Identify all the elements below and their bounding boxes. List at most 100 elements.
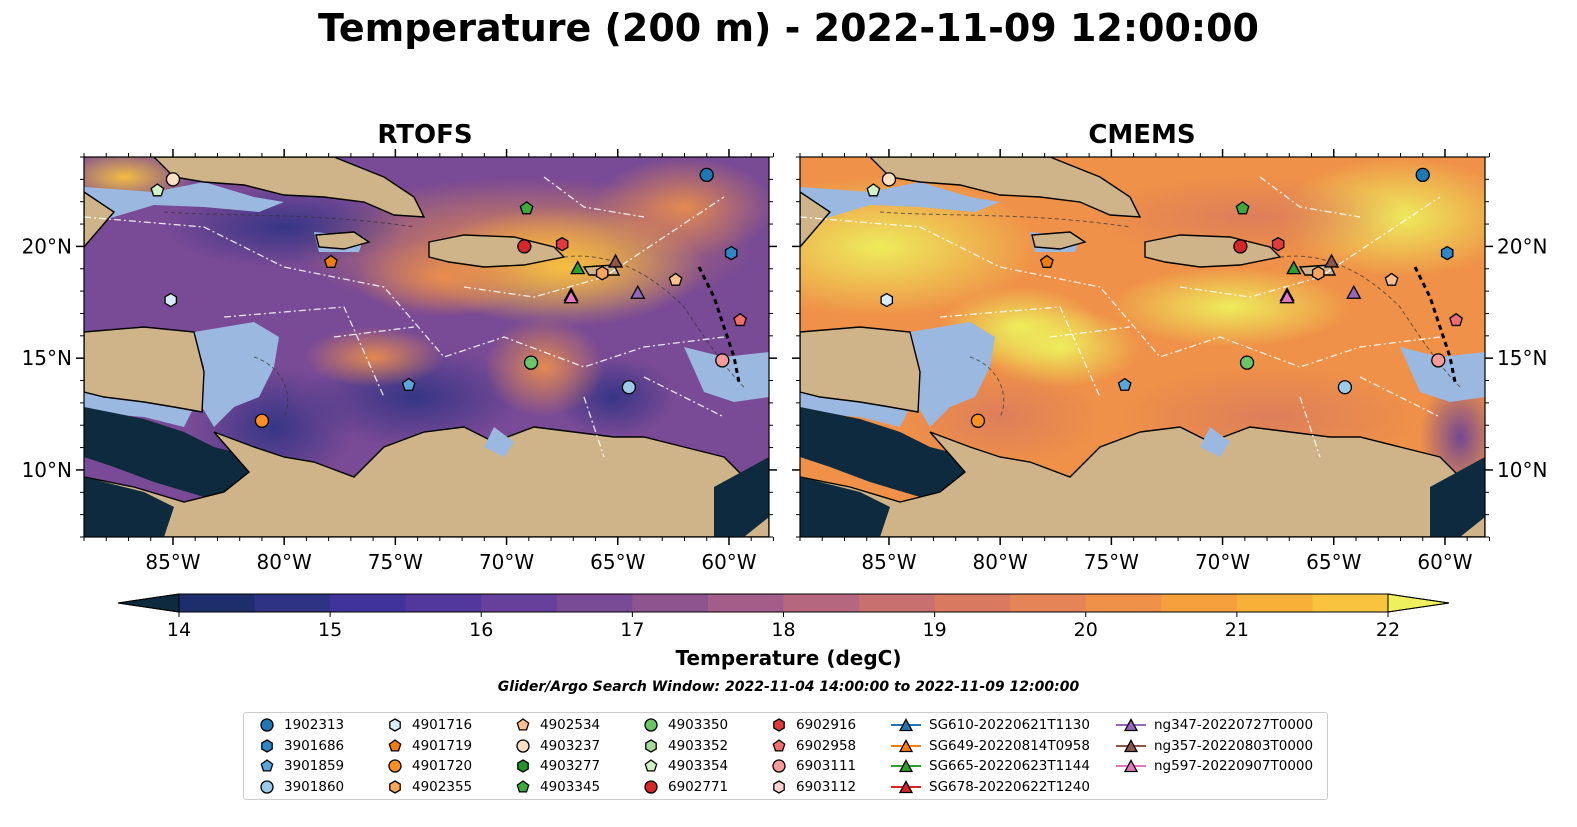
panel-title-cmems: CMEMS [1088, 120, 1196, 150]
land-south-america [84, 426, 769, 537]
land-cuba [153, 157, 426, 218]
panel-title-rtofs: RTOFS [377, 120, 473, 150]
legend-label: 4902534 [540, 717, 601, 733]
legend-label: SG665-20220623T1144 [929, 758, 1090, 774]
lon-label: 80°W [257, 550, 312, 574]
colorbar-band [632, 594, 709, 612]
legend-marker-circle-icon [772, 759, 786, 773]
float-marker-6902771 [517, 239, 532, 254]
legend-label: 3901860 [284, 778, 345, 795]
shelf-area [1400, 347, 1485, 402]
legend-pentagon-icon [260, 759, 274, 772]
tick-marks [76, 149, 777, 545]
float-marker-6903111 [1431, 353, 1446, 368]
float-marker-3901860 [1337, 380, 1353, 395]
legend-item: 3901686 [256, 737, 344, 755]
colorbar-label: Temperature (degC) [675, 646, 902, 670]
lon-label: 70°W [479, 550, 534, 574]
legend-marker-hexagon-icon [261, 738, 273, 753]
lon-label: 60°W [1417, 550, 1472, 574]
lat-tick-labels-left: 20°N 15°N 10°N [22, 234, 72, 482]
float-marker-4903354 [150, 183, 165, 197]
float-marker-SG665-20220623T1144 [570, 260, 586, 275]
colorbar-extend-low [117, 593, 180, 613]
legend-pentagon-icon [644, 759, 658, 772]
pacific-area [800, 407, 970, 497]
legend-marker-pentagon-icon [644, 759, 658, 772]
legend-circle-icon [644, 718, 658, 732]
colorbar-extend-high [1387, 593, 1450, 613]
float-marker-6902916 [1271, 236, 1285, 252]
lat-label-left: 20°N [22, 234, 72, 258]
legend-hexagon-icon [517, 759, 529, 773]
legend-item: 4903352 [640, 737, 728, 755]
legend-circle-icon [516, 738, 530, 753]
colorbar-tick-label: 21 [1225, 619, 1249, 641]
colorbar-band [1312, 594, 1389, 612]
legend-triangle-icon [898, 759, 914, 773]
legend-hexagon-icon [773, 779, 785, 794]
map-panel-rtofs [76, 149, 777, 545]
lon-label: 65°W [590, 550, 645, 574]
colorbar-band [1085, 594, 1162, 612]
legend-label: 4902355 [412, 778, 473, 795]
legend-marker-circle-icon [644, 779, 658, 794]
legend-marker-triangle-line-icon [891, 718, 921, 732]
legend-label: 4903350 [668, 717, 729, 733]
legend-marker-pentagon-icon [388, 738, 402, 751]
lon-label: 85°W [861, 550, 916, 574]
legend-pentagon-icon [772, 738, 786, 751]
lon-label: 65°W [1306, 550, 1361, 574]
legend-triangle-icon [898, 779, 914, 793]
lake-maracaibo [1200, 427, 1230, 457]
legend-item: 4901716 [384, 716, 472, 734]
colorbar-band [556, 594, 633, 612]
legend-label: 4903277 [540, 758, 601, 774]
colorbar-tick-label: 18 [771, 619, 795, 641]
colorbar-band [1161, 594, 1238, 612]
land-south-america [800, 426, 1485, 537]
float-marker-4903354 [866, 183, 881, 197]
legend-marker-pentagon-icon [516, 779, 530, 792]
float-marker-3901686 [1440, 245, 1454, 261]
land-central-america [84, 326, 205, 413]
float-marker-3901859 [401, 377, 416, 391]
colorbar-band [1010, 594, 1087, 612]
float-marker-ng347-20220727T0000 [630, 284, 646, 299]
lat-label-right: 10°N [1497, 458, 1547, 482]
legend-item: 3901859 [256, 757, 344, 775]
colorbar-band [707, 594, 784, 612]
legend-marker-triangle-line-icon [1116, 718, 1146, 732]
colorbar-band [481, 594, 558, 612]
colorbar-band [330, 594, 407, 612]
legend-label: 4901720 [412, 758, 473, 774]
shelf-area [194, 322, 279, 427]
legend-marker-hexagon-icon [773, 779, 785, 794]
legend-label: 4903354 [668, 758, 729, 774]
legend-item: 4901720 [384, 757, 472, 775]
legend-item: 3901860 [256, 778, 344, 796]
lon-label: 80°W [973, 550, 1028, 574]
legend-item: 4903350 [640, 716, 728, 734]
legend-pentagon-icon [388, 738, 402, 751]
legend-item: SG665-20220623T1144 [889, 757, 1090, 775]
legend-hexagon-icon [773, 718, 785, 732]
legend-circle-icon [388, 759, 402, 773]
float-marker-3901686 [724, 245, 738, 261]
float-marker-4902355 [1311, 265, 1325, 281]
legend-triangle-icon [898, 718, 914, 732]
legend-label: SG649-20220814T0958 [929, 737, 1090, 754]
legend-triangle-icon [1123, 738, 1139, 752]
legend-hexagon-icon [389, 779, 401, 794]
float-marker-4902534 [1384, 272, 1399, 286]
colorbar-tick-label: 20 [1074, 619, 1098, 641]
float-marker-6902958 [1449, 312, 1464, 327]
lon-tick-labels: 85°W 80°W 75°W 70°W 65°W 60°W 85°W 80°W 75°W 70°W… [145, 550, 1472, 574]
pacific-area [84, 407, 254, 497]
float-marker-3901860 [621, 380, 637, 395]
legend-item: SG678-20220622T1240 [889, 778, 1090, 796]
land-cuba [869, 157, 1142, 218]
float-marker-4903350 [1239, 355, 1255, 370]
float-marker-ng347-20220727T0000 [1346, 284, 1362, 299]
